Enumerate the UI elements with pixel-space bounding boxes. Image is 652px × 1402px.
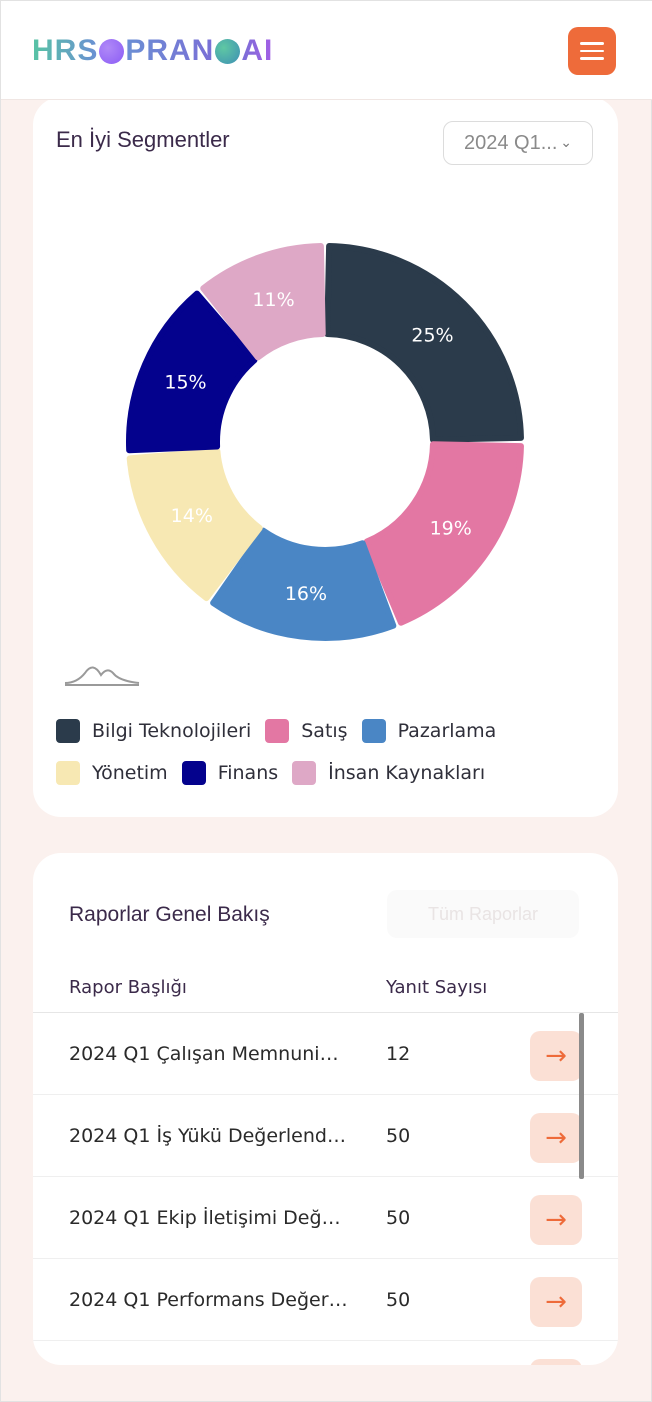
table-scrollbar[interactable] <box>579 1013 584 1179</box>
slice-percent-label: 19% <box>430 517 472 539</box>
menu-bar-icon <box>580 49 604 53</box>
slice-percent-label: 25% <box>411 325 453 347</box>
legend-label: Satış <box>301 720 348 742</box>
menu-bar-icon <box>580 42 604 45</box>
slice-percent-label: 16% <box>285 583 327 605</box>
hamburger-menu-button[interactable] <box>568 27 616 75</box>
reports-table-body[interactable]: 2024 Q1 Çalışan Memnuniyeti 12 → 2024 Q1… <box>33 1012 618 1365</box>
legend-swatch <box>56 761 80 785</box>
period-select[interactable]: 2024 Q1... ⌄ <box>443 121 593 165</box>
response-count-cell: 50 <box>386 1207 411 1229</box>
legend-swatch <box>292 761 317 785</box>
donut-slice[interactable] <box>363 441 524 626</box>
segments-card-title: En İyi Segmentler <box>56 127 230 152</box>
response-count-cell: 50 <box>386 1289 411 1311</box>
menu-bar-icon <box>580 57 604 60</box>
legend-item[interactable]: Bilgi Teknolojileri <box>56 719 251 743</box>
reports-overview-card: Raporlar Genel Bakış Tüm Raporlar Rapor … <box>33 853 618 1365</box>
reports-card-title: Raporlar Genel Bakış <box>69 903 270 926</box>
brand-logo[interactable]: HRS PRAN AI <box>32 34 273 68</box>
distribution-wave-icon <box>64 666 140 686</box>
column-header-title: Rapor Başlığı <box>69 977 187 998</box>
legend-label: Bilgi Teknolojileri <box>92 720 252 742</box>
legend-item[interactable]: Yönetim <box>56 761 168 785</box>
donut-slice[interactable] <box>126 448 263 602</box>
logo-dot-icon <box>99 38 125 64</box>
table-row: 2024 Q1 Ekip İletişimi Değerlendirmesi 5… <box>33 1177 618 1259</box>
response-count-cell: 50 <box>386 1125 411 1147</box>
donut-slice[interactable] <box>324 243 524 443</box>
report-title-cell: 2024 Q1 Ekip İletişimi Değerlendirmesi <box>69 1207 349 1229</box>
arrow-right-icon: → <box>545 1123 567 1153</box>
arrow-right-icon: → <box>545 1205 567 1235</box>
legend-swatch <box>181 761 206 785</box>
all-reports-button[interactable]: Tüm Raporlar <box>387 890 579 938</box>
legend-label: İnsan Kaynakları <box>328 762 486 784</box>
report-title-cell: 2024 Q1 Performans Değerlendirmesi <box>69 1289 349 1311</box>
legend-label: Finans <box>217 762 279 784</box>
legend-swatch <box>265 719 290 743</box>
legend-label: Pazarlama <box>397 720 497 742</box>
legend-swatch <box>361 719 386 743</box>
response-count-cell: 12 <box>386 1043 411 1065</box>
logo-text-hrs: HRS <box>32 34 99 67</box>
arrow-right-icon: → <box>545 1041 567 1071</box>
chart-legend: Bilgi Teknolojileri Satış Pazarlama Yönetim… <box>56 719 606 785</box>
segments-card: En İyi Segmentler 2024 Q1... ⌄ 25% 19% 16%… <box>33 97 618 817</box>
arrow-right-icon: → <box>545 1287 567 1317</box>
report-title-cell: 2024 Q1 İş Yükü Değerlendirmesi <box>69 1125 349 1147</box>
logo-text-pran: PRAN <box>125 34 215 67</box>
donut-slice[interactable] <box>200 243 326 361</box>
app-header: HRS PRAN AI <box>1 1 652 100</box>
table-row: → <box>33 1341 618 1365</box>
legend-item[interactable]: Finans <box>181 761 279 785</box>
slice-percent-label: 11% <box>252 289 294 311</box>
open-report-button[interactable]: → <box>530 1195 582 1245</box>
table-row: 2024 Q1 Performans Değerlendirmesi 50 → <box>33 1259 618 1341</box>
legend-item[interactable]: Satış <box>265 719 348 743</box>
table-row: 2024 Q1 İş Yükü Değerlendirmesi 50 → <box>33 1095 618 1177</box>
chevron-down-icon: ⌄ <box>560 134 572 150</box>
logo-dot-icon <box>215 38 241 64</box>
open-report-button[interactable]: → <box>530 1277 582 1327</box>
slice-percent-label: 15% <box>164 372 206 394</box>
column-header-count: Yanıt Sayısı <box>386 977 488 998</box>
slice-percent-label: 14% <box>171 505 213 527</box>
legend-swatch <box>56 719 80 743</box>
legend-label: Yönetim <box>92 762 168 784</box>
open-report-button[interactable]: → <box>530 1113 582 1163</box>
segments-donut-chart: 25% 19% 16% 14% 15% 11% <box>126 243 524 641</box>
legend-item[interactable]: Pazarlama <box>361 719 497 743</box>
table-row: 2024 Q1 Çalışan Memnuniyeti 12 → <box>33 1013 618 1095</box>
open-report-button[interactable]: → <box>530 1031 582 1081</box>
logo-text-ai: AI <box>241 34 274 67</box>
legend-item[interactable]: İnsan Kaynakları <box>292 761 485 785</box>
open-report-button[interactable]: → <box>530 1359 582 1365</box>
period-select-value: 2024 Q1... <box>464 132 558 154</box>
donut-slice[interactable] <box>126 290 258 454</box>
report-title-cell: 2024 Q1 Çalışan Memnuniyeti <box>69 1043 349 1065</box>
donut-slice[interactable] <box>210 527 397 641</box>
